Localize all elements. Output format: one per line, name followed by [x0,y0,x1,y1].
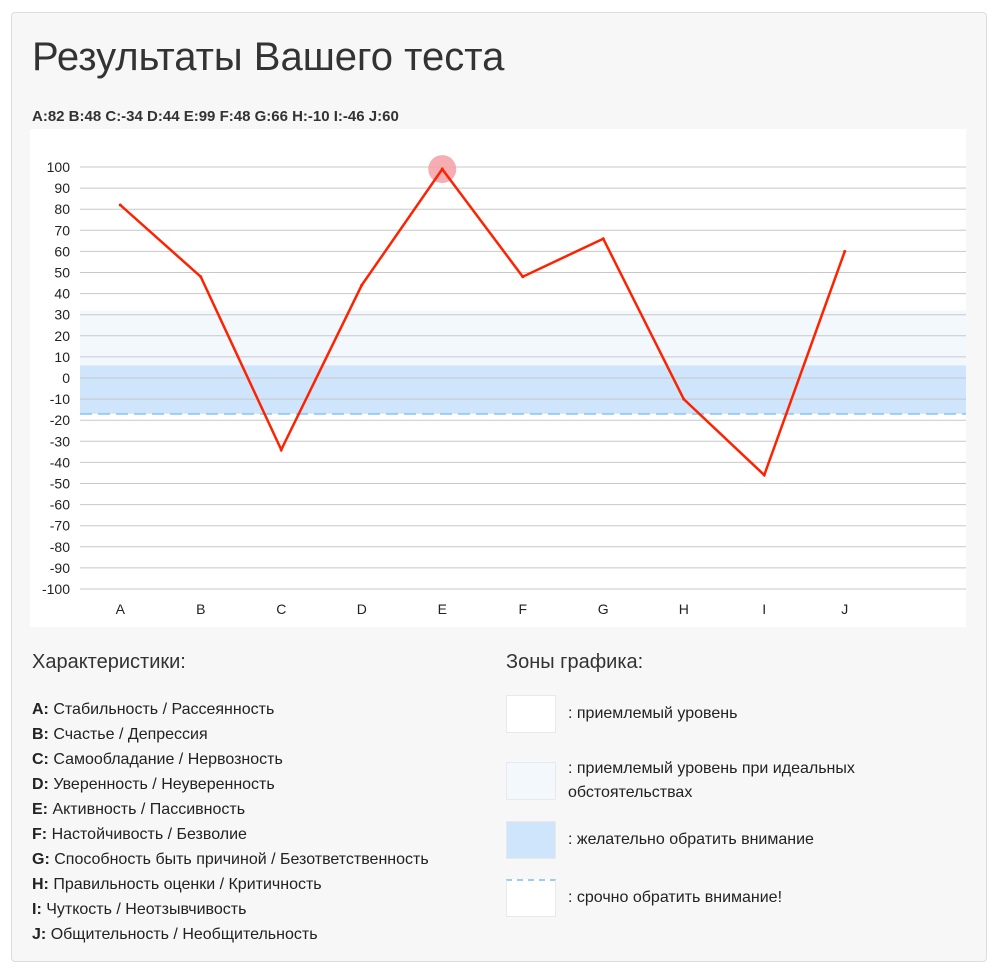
data-point [360,283,364,287]
y-tick-label: 80 [54,201,70,217]
data-point [762,473,766,477]
characteristic-text: Активность / Пассивность [52,801,246,818]
y-tick-label: 50 [54,265,70,281]
zone-label: : желательно обратить внимание [568,831,814,848]
characteristic-item: E: Активность / Пассивность [32,797,429,822]
y-tick-label: -80 [50,539,70,555]
chart-svg: 1009080706050403020100-10-20-30-40-50-60… [42,155,966,617]
results-panel: Результаты Вашего теста A:82 B:48 C:-34 … [11,12,987,962]
characteristic-key: C: [32,751,49,768]
zone-acceptable-ideal: : приемлемый уровень при идеальных обсто… [506,757,898,805]
characteristics-list: A: Стабильность / Рассеянность B: Счасть… [32,697,429,947]
zone-swatch [506,821,556,859]
characteristic-key: J: [32,926,47,943]
zone-swatch [506,762,556,800]
x-tick-label: E [438,601,447,617]
characteristic-text: Стабильность / Рассеянность [53,701,275,718]
data-point [521,275,525,279]
data-point [440,167,444,171]
characteristic-item: D: Уверенность / Неуверенность [32,772,429,797]
data-point [279,448,283,452]
characteristic-text: Способность быть причиной / Безответстве… [54,851,429,868]
zone-band [80,365,966,414]
y-tick-label: 20 [54,328,70,344]
x-tick-label: I [762,601,766,617]
zone-swatch [506,879,556,917]
x-tick-label: B [196,601,205,617]
series-line [119,166,846,478]
y-tick-label: 100 [47,159,71,175]
characteristic-item: H: Правильность оценки / Критичность [32,872,429,897]
x-tick-label: F [518,601,527,617]
x-tick-label: D [357,601,367,617]
characteristic-key: I: [32,901,42,918]
characteristic-text: Счастье / Депрессия [53,726,208,743]
score-summary: A:82 B:48 C:-34 D:44 E:99 F:48 G:66 H:-1… [32,108,399,125]
characteristic-item: A: Стабильность / Рассеянность [32,697,429,722]
y-tick-label: -40 [50,454,70,470]
characteristic-text: Правильность оценки / Критичность [53,876,322,893]
zone-label: : срочно обратить внимание! [568,889,783,906]
y-tick-label: 0 [62,370,70,386]
x-tick-label: G [598,601,609,617]
y-tick-label: 60 [54,243,70,259]
x-tick-label: H [679,601,689,617]
y-tick-label: 40 [54,286,70,302]
zone-attention: : желательно обратить внимание [506,821,898,859]
characteristic-item: G: Способность быть причиной / Безответс… [32,847,429,872]
page-title: Результаты Вашего теста [32,35,505,79]
y-tick-label: -10 [50,391,70,407]
characteristic-item: I: Чуткость / Неотзывчивость [32,897,429,922]
zone-urgent: : срочно обратить внимание! [506,879,898,917]
y-tick-label: 70 [54,222,70,238]
y-tick-label: 10 [54,349,70,365]
data-point [199,275,203,279]
characteristic-item: J: Общительность / Необщительность [32,922,429,947]
characteristic-item: B: Счастье / Депрессия [32,722,429,747]
data-point [118,203,122,207]
y-tick-label: -30 [50,433,70,449]
zones-title: Зоны графика: [506,651,644,673]
characteristic-text: Самообладание / Нервозность [53,751,283,768]
zone-label: : приемлемый уровень при идеальных обсто… [568,760,855,801]
zone-acceptable: : приемлемый уровень [506,695,898,733]
y-tick-label: -90 [50,560,70,576]
characteristic-item: C: Самообладание / Нервозность [32,747,429,772]
characteristic-key: A: [32,701,49,718]
characteristic-key: E: [32,801,48,818]
characteristic-text: Общительность / Необщительность [50,926,318,943]
y-tick-label: 90 [54,180,70,196]
y-tick-label: -20 [50,412,70,428]
zone-band [80,310,966,366]
characteristic-text: Уверенность / Неуверенность [53,776,275,793]
y-tick-label: -60 [50,497,70,513]
x-tick-label: C [276,601,286,617]
y-tick-label: -100 [42,581,70,597]
zone-swatch [506,695,556,733]
characteristic-item: F: Настойчивость / Безволие [32,822,429,847]
x-tick-label: A [116,601,126,617]
y-tick-label: 30 [54,307,70,323]
characteristic-key: F: [32,826,48,843]
characteristic-key: G: [32,851,50,868]
characteristic-key: D: [32,776,49,793]
zone-label: : приемлемый уровень [568,705,738,722]
data-point [843,249,847,253]
results-chart: 100 90 80 70 60 50 40 30 20 10 0 -10 -20 -30 -40 -50 -60… [30,129,966,627]
characteristics-title: Характеристики: [32,651,186,673]
characteristic-text: Чуткость / Неотзывчивость [46,901,247,918]
y-tick-label: -50 [50,476,70,492]
y-tick-label: -70 [50,518,70,534]
characteristic-text: Настойчивость / Безволие [51,826,247,843]
characteristic-key: B: [32,726,49,743]
data-point [601,237,605,241]
characteristic-key: H: [32,876,49,893]
x-tick-label: J [841,601,848,617]
data-point [682,397,686,401]
